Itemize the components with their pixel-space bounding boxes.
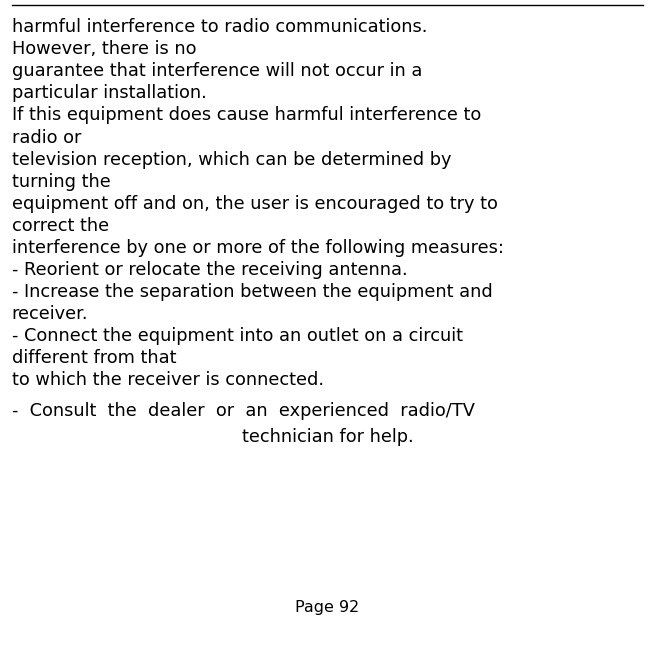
Text: different from that: different from that bbox=[12, 349, 176, 367]
Text: harmful interference to radio communications.: harmful interference to radio communicat… bbox=[12, 18, 427, 36]
Text: radio or: radio or bbox=[12, 129, 81, 147]
Text: However, there is no: However, there is no bbox=[12, 40, 196, 58]
Text: - Increase the separation between the equipment and: - Increase the separation between the eq… bbox=[12, 283, 493, 301]
Text: -  Consult  the  dealer  or  an  experienced  radio/TV: - Consult the dealer or an experienced r… bbox=[12, 402, 475, 421]
Text: correct the: correct the bbox=[12, 217, 109, 235]
Text: to which the receiver is connected.: to which the receiver is connected. bbox=[12, 371, 324, 389]
Text: - Reorient or relocate the receiving antenna.: - Reorient or relocate the receiving ant… bbox=[12, 261, 407, 279]
Text: interference by one or more of the following measures:: interference by one or more of the follo… bbox=[12, 239, 504, 257]
Text: Page 92: Page 92 bbox=[295, 600, 360, 615]
Text: turning the: turning the bbox=[12, 173, 111, 191]
Text: receiver.: receiver. bbox=[12, 305, 88, 323]
Text: If this equipment does cause harmful interference to: If this equipment does cause harmful int… bbox=[12, 106, 481, 125]
Text: technician for help.: technician for help. bbox=[242, 428, 413, 447]
Text: particular installation.: particular installation. bbox=[12, 84, 206, 103]
Text: - Connect the equipment into an outlet on a circuit: - Connect the equipment into an outlet o… bbox=[12, 327, 463, 345]
Text: equipment off and on, the user is encouraged to try to: equipment off and on, the user is encour… bbox=[12, 195, 498, 213]
Text: television reception, which can be determined by: television reception, which can be deter… bbox=[12, 151, 451, 169]
Text: guarantee that interference will not occur in a: guarantee that interference will not occ… bbox=[12, 62, 422, 80]
